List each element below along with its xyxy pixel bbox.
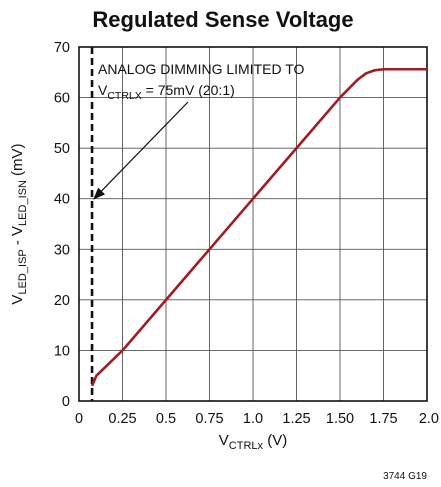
series-line	[90, 67, 427, 387]
annotation-arrow	[93, 101, 189, 200]
y-axis-label: VLED_ISP - VLED_ISN (mV)	[9, 143, 29, 304]
x-tick-label: 2.0	[419, 411, 439, 427]
chart-title: Regulated Sense Voltage	[92, 7, 353, 32]
y-tick-label: 40	[54, 192, 70, 208]
x-tick-label: 1.25	[282, 411, 310, 427]
x-tick-label: 1.0	[243, 411, 263, 427]
x-tick-label: 0.25	[108, 411, 136, 427]
annotation-line-2: VCTRLX = 75mV (20:1)	[98, 82, 235, 102]
annotation-line-1: ANALOG DIMMING LIMITED TO	[98, 61, 305, 77]
x-tick-label: 0	[75, 411, 83, 427]
x-axis-label: VCTRLx (V)	[219, 432, 287, 452]
y-tick-labels: 0 10 20 30 40 50 60 70	[54, 40, 70, 410]
x-tick-label: 1.75	[369, 411, 397, 427]
x-tick-label: 0.5	[156, 411, 176, 427]
x-tick-label: 0.75	[195, 411, 223, 427]
y-tick-label: 50	[54, 141, 70, 157]
plot-frame	[78, 46, 428, 402]
x-tick-label: 1.50	[326, 411, 354, 427]
y-tick-label: 20	[54, 293, 70, 309]
y-tick-label: 70	[54, 40, 70, 56]
y-tick-label: 0	[62, 394, 70, 410]
y-tick-label: 30	[54, 242, 70, 258]
y-tick-label: 60	[54, 91, 70, 107]
figure-code: 3744 G19	[383, 471, 427, 482]
x-tick-labels: 0 0.25 0.5 0.75 1.0 1.25 1.50 1.75 2.0	[75, 411, 439, 427]
y-tick-label: 10	[54, 343, 70, 359]
grid	[79, 47, 427, 401]
